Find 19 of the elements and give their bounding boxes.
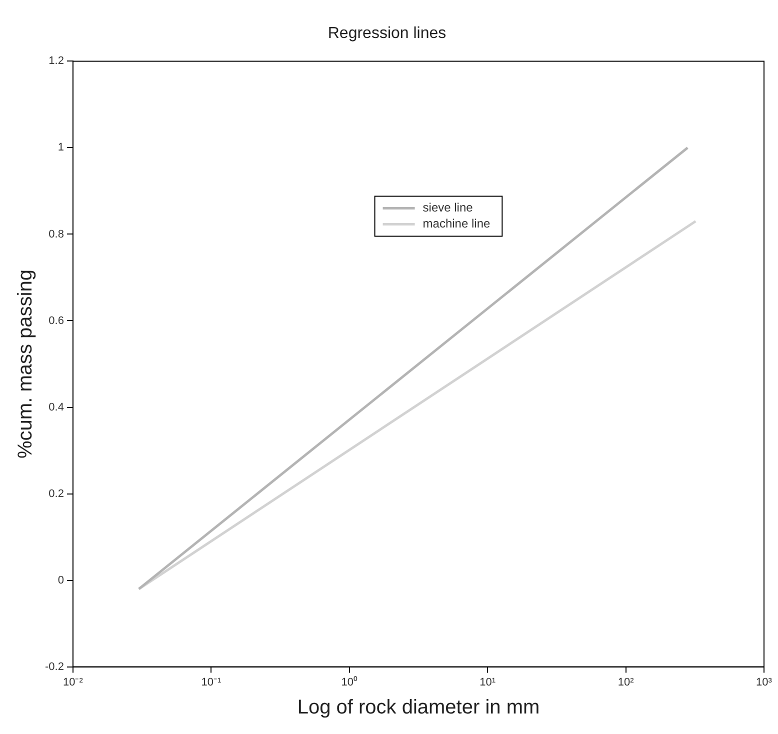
y-tick-label: 0.4 [48, 401, 64, 414]
legend-label: machine line [422, 216, 490, 231]
y-axis-title: %cum. mass passing [14, 270, 37, 458]
x-tick-label: 10³ [756, 676, 772, 688]
chart-title: Regression lines [328, 25, 446, 42]
y-tick-label: -0.2 [44, 660, 64, 673]
y-tick-label: 0.8 [48, 228, 64, 240]
y-tick-label: 0.2 [48, 488, 64, 500]
y-tick-label: 1.2 [48, 55, 64, 68]
x-tick-label: 10² [618, 676, 634, 688]
x-axis-title: Log of rock diameter in mm [297, 696, 540, 719]
x-tick-label: 10⁻² [63, 676, 84, 688]
x-tick-label: 10⁻¹ [201, 676, 222, 688]
x-tick-label: 10⁰ [341, 675, 358, 688]
y-tick-label: 1 [58, 142, 64, 154]
y-tick-label: 0.6 [48, 314, 64, 327]
x-tick-label: 10¹ [480, 676, 496, 688]
legend-label: sieve line [422, 200, 474, 215]
y-tick-label: 0 [58, 574, 64, 586]
